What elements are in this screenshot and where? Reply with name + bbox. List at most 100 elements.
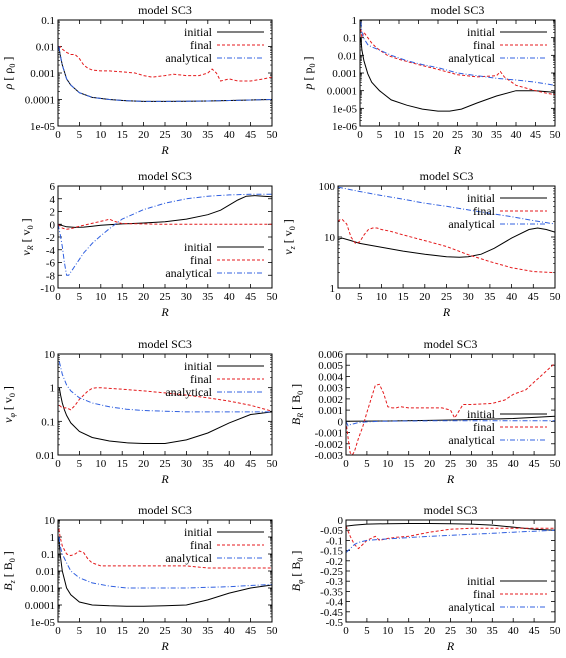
series-line-initial: [346, 415, 555, 422]
x-tick-label: 35: [487, 458, 499, 470]
x-tick-label: 5: [364, 458, 370, 470]
y-tick-label: 10: [44, 515, 56, 527]
y-tick-label: -10: [40, 283, 55, 295]
y-tick-label: 0.1: [343, 33, 357, 45]
x-tick-label: 20: [419, 291, 431, 303]
plot-frame: [57, 353, 273, 456]
y-tick-label: 0: [338, 416, 344, 428]
y-tick-label: -0.002: [315, 439, 343, 451]
y-tick-label: 1: [50, 383, 56, 395]
x-tick-label: 25: [445, 625, 457, 637]
x-tick-label: 20: [138, 129, 150, 141]
x-tick-label: 40: [224, 291, 236, 303]
x-tick-label: 40: [506, 291, 518, 303]
series-line-final: [58, 45, 272, 82]
y-tick-label: 0.003: [318, 383, 343, 395]
legend-label-analytical: analytical: [165, 551, 212, 565]
y-axis-label: vz [ v0 ]: [281, 219, 297, 254]
y-tick-label: 1: [352, 15, 358, 27]
series-line-initial: [338, 227, 555, 258]
y-tick-label: 2: [50, 207, 56, 219]
series-line-analytical: [58, 536, 272, 589]
series-line-initial: [346, 523, 555, 531]
y-axis-label: Bz [ B0 ]: [1, 551, 17, 590]
series-line-final: [58, 387, 272, 412]
chart-title: model SC3: [138, 503, 192, 517]
x-tick-label: 50: [267, 625, 279, 637]
x-tick-label: 30: [181, 458, 193, 470]
chart-panel-7: model SC3 0 5 10 15 20 25 30 35 40 45 50 10 1 0.1 0.01 0…: [1, 503, 278, 653]
legend-label-initial: initial: [184, 240, 213, 254]
legend-label-analytical: analytical: [448, 217, 495, 231]
x-tick-label: 15: [413, 129, 425, 141]
x-tick-label: 5: [377, 129, 383, 141]
y-tick-label: 0.001: [30, 68, 55, 80]
legend-label-analytical: analytical: [448, 433, 495, 447]
y-axis-label: ρ [ ρ0 ]: [1, 57, 17, 91]
x-tick-label: 0: [55, 458, 61, 470]
y-tick-label: -0.001: [315, 428, 343, 440]
x-tick-label: 40: [508, 458, 520, 470]
chart-panel-4: model SC3 0 5 10 15 20 25 30 35 40 45 50 100 10 1 initi…: [281, 169, 561, 319]
y-tick-label: -0.4: [326, 597, 344, 609]
y-tick-label: 0.01: [338, 50, 357, 62]
legend-label-initial: initial: [184, 359, 213, 373]
y-tick-label: 0.0001: [25, 600, 55, 612]
chart-panel-2: model SC3 0 5 10 15 20 25 30 35 40 45 50 1 0.1 0.01 0.0…: [301, 3, 561, 157]
plot-frame: [57, 519, 273, 623]
x-tick-label: 30: [181, 625, 193, 637]
y-tick-label: 0.001: [30, 583, 55, 595]
y-tick-label: 0.1: [41, 416, 55, 428]
series-line-final: [346, 525, 555, 550]
x-axis-label: R: [453, 143, 462, 157]
y-axis-label: vφ [ v0 ]: [1, 386, 17, 423]
x-tick-label: 30: [181, 291, 193, 303]
y-tick-label: 0.002: [318, 394, 343, 406]
x-tick-label: 5: [357, 291, 363, 303]
legend-label-final: final: [190, 372, 213, 386]
legend-label-final: final: [473, 420, 496, 434]
legend-label-final: final: [473, 587, 496, 601]
x-tick-label: 50: [550, 129, 562, 141]
x-tick-label: 30: [466, 625, 478, 637]
x-tick-label: 50: [267, 291, 279, 303]
y-tick-label: 0.01: [36, 566, 55, 578]
x-tick-label: 25: [160, 458, 172, 470]
x-tick-label: 15: [403, 458, 415, 470]
legend-label-final: final: [473, 204, 496, 218]
x-tick-label: 10: [95, 625, 107, 637]
x-tick-label: 0: [335, 291, 341, 303]
legend-label-initial: initial: [467, 191, 496, 205]
x-tick-label: 0: [55, 129, 61, 141]
y-tick-label: 0.1: [41, 15, 55, 27]
series-line-initial: [360, 37, 555, 112]
chart-title: model SC3: [138, 337, 192, 351]
series-line-final: [346, 362, 555, 455]
legend-label-initial: initial: [467, 574, 496, 588]
x-axis-label: R: [160, 639, 169, 653]
y-tick-label: 0.001: [332, 68, 357, 80]
chart-title: model SC3: [424, 503, 478, 517]
x-tick-label: 35: [487, 625, 499, 637]
plot-frame: [345, 519, 556, 623]
x-tick-label: 10: [95, 291, 107, 303]
x-tick-label: 10: [95, 129, 107, 141]
y-tick-label: -8: [46, 270, 56, 282]
y-tick-label: 4: [50, 194, 56, 206]
x-tick-label: 20: [138, 291, 150, 303]
x-tick-label: 0: [343, 458, 349, 470]
x-tick-label: 5: [77, 625, 83, 637]
y-tick-label: -0.25: [320, 566, 343, 578]
y-axis-label: vR [ v0 ]: [19, 218, 35, 255]
y-tick-label: 0.005: [318, 360, 343, 372]
x-tick-label: 30: [466, 458, 478, 470]
legend-label-analytical: analytical: [165, 51, 212, 65]
x-tick-label: 15: [117, 129, 129, 141]
y-tick-label: 6: [50, 181, 56, 193]
x-tick-label: 50: [550, 458, 562, 470]
y-tick-label: 0.0001: [327, 86, 357, 98]
x-tick-label: 5: [77, 291, 83, 303]
